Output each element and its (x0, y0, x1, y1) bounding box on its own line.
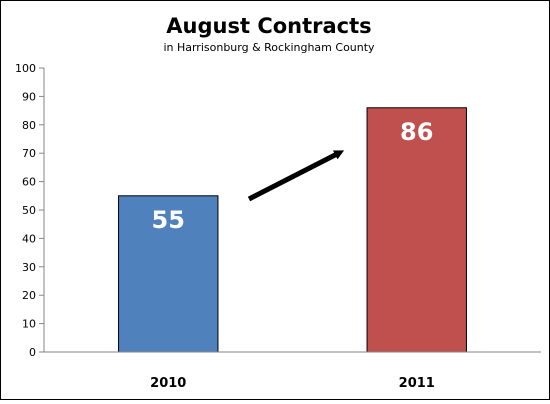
y-tick-label: 80 (22, 119, 36, 132)
y-tick-label: 0 (29, 346, 36, 359)
y-tick-label: 70 (22, 147, 36, 160)
x-tick-label-2010: 2010 (150, 376, 186, 391)
y-tick-label: 90 (22, 90, 36, 103)
x-tick-label-2011: 2011 (399, 376, 435, 391)
y-tick-label: 100 (15, 62, 36, 75)
y-tick-label: 50 (22, 204, 36, 217)
trend-arrow (247, 150, 345, 202)
bar-2011 (366, 107, 467, 353)
data-label-2011: 86 (400, 118, 433, 146)
bars: 55 86 (118, 107, 467, 353)
y-tick-label: 10 (22, 318, 36, 331)
y-axis: 0 10 20 30 40 50 60 70 80 90 100 (15, 62, 45, 359)
chart-subtitle: in Harrisonburg & Rockingham County (163, 41, 375, 54)
chart-title: August Contracts (166, 14, 371, 38)
bar-2010 (118, 195, 219, 353)
y-tick-label: 20 (22, 289, 36, 302)
y-tick-label: 40 (22, 232, 36, 245)
y-tick-label: 60 (22, 176, 36, 189)
data-label-2010: 55 (152, 206, 185, 234)
x-axis: 2010 2011 (44, 351, 541, 391)
y-tick-label: 30 (22, 261, 36, 274)
